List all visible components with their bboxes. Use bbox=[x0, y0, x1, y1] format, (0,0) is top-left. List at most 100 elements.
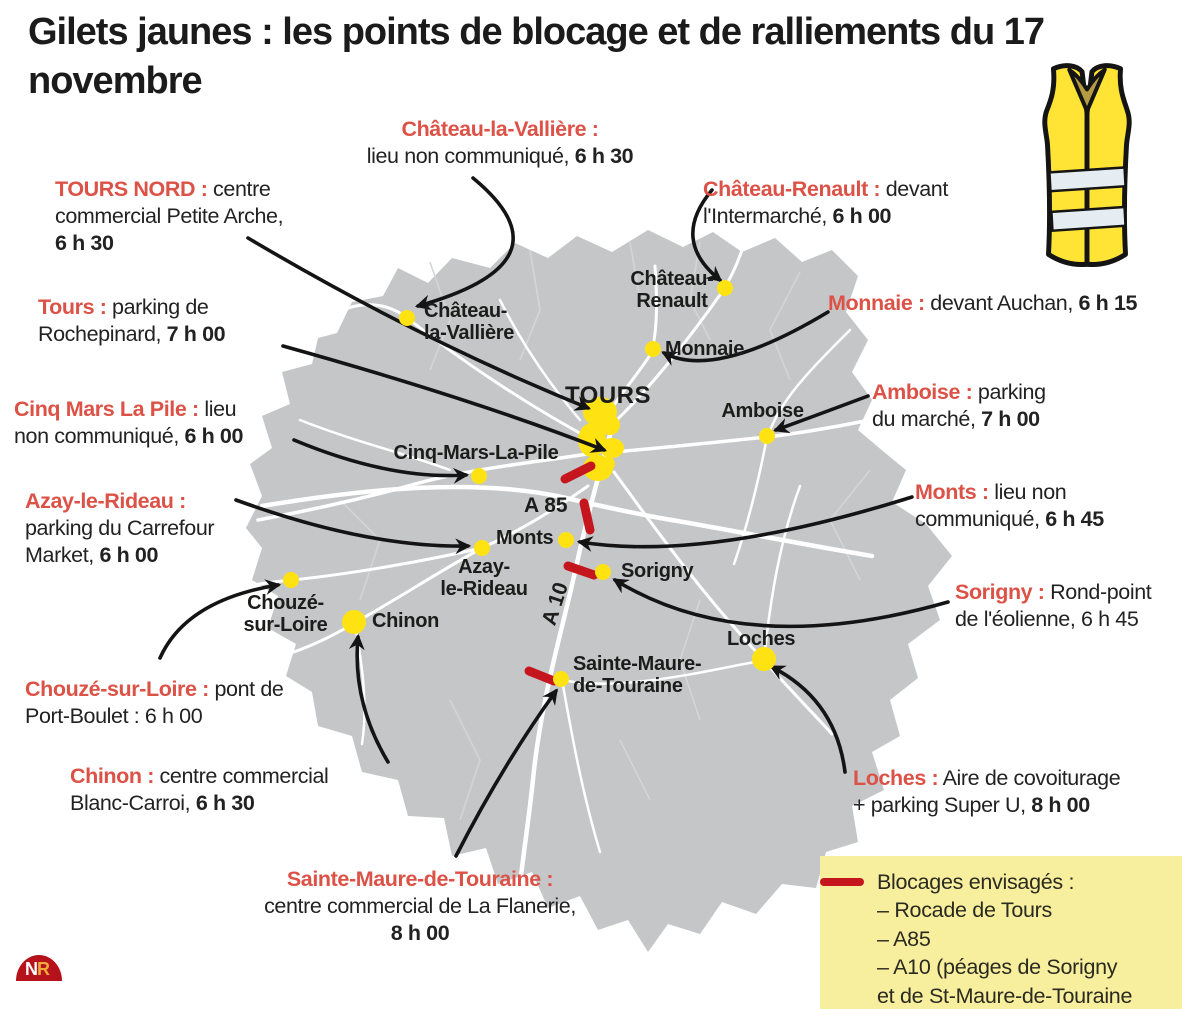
callout-town-name: Cinq Mars La Pile : bbox=[14, 397, 199, 421]
callout-text: Port-Boulet : 6 h 00 bbox=[25, 704, 203, 729]
town-label-chateau-renault: Château- Renault bbox=[630, 268, 714, 312]
yellow-vest-icon bbox=[1042, 63, 1132, 267]
callout-text: 6 h 15 bbox=[1078, 291, 1138, 315]
legend-line-0: Blocages envisagés : bbox=[820, 868, 1168, 896]
town-label-amboise: Amboise bbox=[721, 400, 804, 422]
arrow-monts bbox=[576, 495, 914, 552]
town-dot-chateau-renault bbox=[717, 280, 733, 296]
callout-text: 6 h 00 bbox=[832, 204, 892, 229]
callout-text: non communiqué, bbox=[14, 424, 185, 449]
town-dot-chouze-sur-loire bbox=[283, 572, 299, 588]
town-dot-chinon bbox=[342, 610, 366, 634]
callout-sorigny: Sorigny : Rond-point de l'éolienne, 6 h 4… bbox=[955, 579, 1195, 633]
callout-loches: Loches : Aire de covoiturage + parking Su… bbox=[853, 765, 1183, 819]
town-label-sorigny: Sorigny bbox=[621, 560, 694, 582]
commune-boundaries bbox=[339, 241, 871, 821]
callout-text: centre commercial bbox=[153, 764, 329, 788]
callout-text: Rond-point bbox=[1044, 580, 1152, 604]
callout-text: Rochepinard, bbox=[38, 322, 167, 347]
callout-text: parking de bbox=[106, 295, 209, 319]
arrow-chouze-sur-loire bbox=[158, 579, 282, 660]
callout-tours-nord: TOURS NORD : centre commercial Petite Arc… bbox=[55, 176, 355, 257]
town-dot-sainte-maure-de-touraine bbox=[553, 671, 569, 687]
callout-text: lieu non bbox=[988, 480, 1067, 504]
callout-azay-le-rideau: Azay-le-Rideau : parking du Carrefour Mark… bbox=[25, 488, 270, 569]
town-dot-chateau-la-valliere bbox=[399, 310, 415, 326]
callout-text: centre commercial de La Flanerie, bbox=[264, 894, 576, 919]
callout-text: Market, bbox=[25, 543, 100, 568]
callout-monts: Monts : lieu non communiqué, 6 h 45 bbox=[915, 479, 1175, 533]
legend-text: et de St-Maure-de-Touraine bbox=[877, 983, 1133, 1008]
callout-text: Aire de covoiturage bbox=[938, 766, 1121, 790]
arrow-chinon bbox=[348, 633, 390, 764]
arrow-amboise bbox=[773, 394, 870, 434]
callout-text: 8 h 00 bbox=[390, 921, 450, 946]
arrow-chateau-la-valliere bbox=[414, 176, 515, 311]
callout-text: Blanc-Carroi, bbox=[70, 791, 196, 816]
town-label-loches: Loches bbox=[727, 628, 796, 650]
callout-text: 6 h 00 bbox=[99, 543, 159, 568]
callout-text: centre bbox=[207, 177, 271, 201]
callout-town-name: Monts : bbox=[915, 480, 989, 504]
callout-town-name: Chouzé-sur-Loire : bbox=[25, 677, 209, 701]
callout-text: 6 h 30 bbox=[55, 231, 114, 256]
blockade-dash-1 bbox=[560, 461, 596, 484]
legend-text: – A10 (péages de Sorigny bbox=[877, 955, 1118, 980]
town-label-tours: TOURS bbox=[564, 382, 652, 409]
callout-town-name: Loches : bbox=[853, 766, 939, 790]
arrow-azay-le-rideau bbox=[234, 498, 472, 555]
callout-text: + parking Super U, bbox=[853, 793, 1032, 818]
arrow-cinq-mars-la-pile bbox=[292, 438, 470, 484]
callout-cinq-mars-la-pile: Cinq Mars La Pile : lieu non communiqué, … bbox=[14, 396, 299, 450]
town-dot-loches bbox=[752, 647, 776, 671]
roads bbox=[248, 248, 875, 905]
town-label-cinq-mars-la-pile: Cinq-Mars-La-Pile bbox=[393, 442, 559, 464]
page-title: Gilets jaunes : les points de blocage et… bbox=[28, 11, 1045, 102]
callout-text: de l'éolienne, 6 h 45 bbox=[955, 607, 1139, 632]
town-label-monnaie: Monnaie bbox=[665, 338, 745, 360]
town-label-chateau-la-valliere: Château-la-Vallière bbox=[424, 300, 515, 344]
callout-town-name: TOURS NORD : bbox=[55, 177, 208, 201]
town-label-azay-le-rideau: Azay-le-Rideau bbox=[440, 556, 528, 600]
callout-town-name: Chinon : bbox=[70, 764, 154, 788]
legend-line-4: et de St-Maure-de-Touraine bbox=[820, 982, 1168, 1009]
callout-town-name: Château-Renault : bbox=[703, 177, 881, 201]
blockade-dash-icon bbox=[820, 877, 864, 886]
town-label-chinon: Chinon bbox=[372, 610, 440, 632]
blockade-dash-2 bbox=[579, 498, 595, 535]
callout-text: 6 h 00 bbox=[184, 424, 244, 449]
arrow-chateau-renault bbox=[691, 188, 723, 282]
callout-amboise: Amboise : parking du marché, 7 h 00 bbox=[872, 379, 1102, 433]
arrow-loches bbox=[769, 665, 847, 774]
blockade-dash-4 bbox=[524, 666, 559, 686]
blockade-dash-3 bbox=[563, 561, 599, 580]
callout-town-name: Tours : bbox=[38, 295, 107, 319]
nr-logo-letter-r: R bbox=[37, 959, 50, 979]
road-label-a85: A 85 bbox=[524, 494, 568, 517]
legend-line-2: – A85 bbox=[820, 925, 1168, 953]
arrow-tours-nord bbox=[246, 236, 591, 411]
callout-text: communiqué, bbox=[915, 507, 1046, 532]
callout-text: devant bbox=[880, 177, 949, 201]
town-dot-monts bbox=[558, 532, 574, 548]
callout-text: 6 h 45 bbox=[1045, 507, 1104, 532]
callout-chouze-sur-loire: Chouzé-sur-Loire : pont de Port-Boulet : … bbox=[25, 676, 335, 730]
town-dot-amboise bbox=[759, 428, 775, 444]
department-shape bbox=[246, 230, 952, 952]
callout-text: 7 h 00 bbox=[981, 407, 1040, 432]
callout-text: lieu bbox=[198, 397, 237, 421]
callout-text: devant Auchan, bbox=[924, 291, 1079, 315]
town-dot-cinq-mars-la-pile bbox=[471, 468, 487, 484]
town-dot-azay-le-rideau bbox=[474, 540, 490, 556]
town-dot-sorigny bbox=[595, 564, 611, 580]
legend-text: Blocages envisagés : bbox=[877, 870, 1075, 894]
arrow-monnaie bbox=[661, 310, 830, 366]
callout-text: 6 h 30 bbox=[195, 791, 255, 816]
callout-chateau-renault: Château-Renault : devant l'Intermarché, 6… bbox=[703, 176, 1023, 230]
callout-text: 6 h 30 bbox=[574, 144, 634, 169]
callout-text: parking bbox=[972, 380, 1046, 404]
legend-text: – A85 bbox=[877, 926, 931, 951]
nr-logo-letter-n: N bbox=[25, 959, 38, 979]
callout-chateau-la-valliere: Château-la-Vallière : lieu non communiqué… bbox=[330, 116, 670, 170]
